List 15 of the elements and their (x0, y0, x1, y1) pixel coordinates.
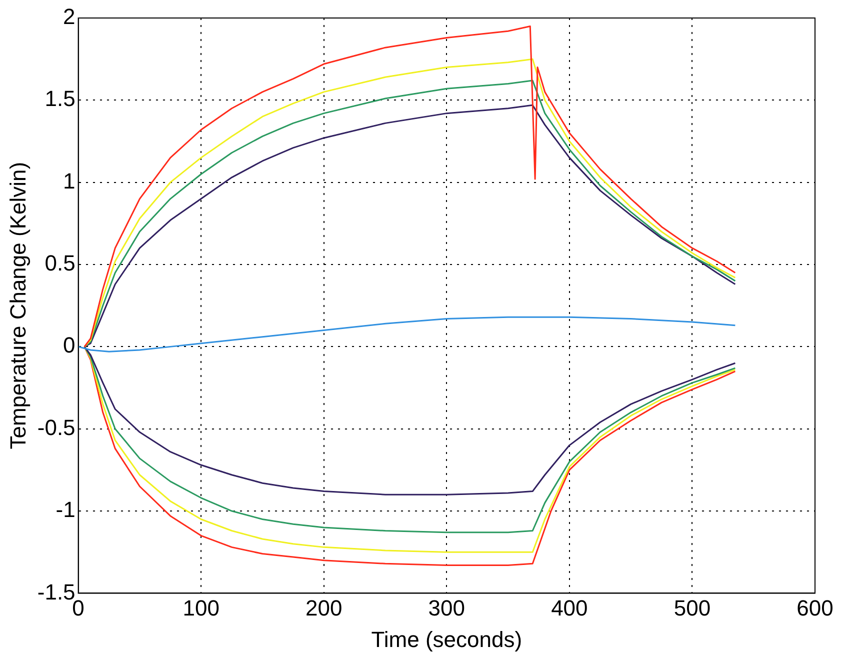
x-tick-label: 600 (796, 595, 834, 620)
y-tick-label: -1 (56, 497, 76, 522)
x-tick-label: 300 (428, 595, 466, 620)
y-tick-label: 1 (63, 168, 76, 194)
x-tick-label: 400 (551, 595, 588, 620)
y-tick-label: 2 (63, 4, 76, 30)
y-tick-label: 0.5 (44, 250, 76, 276)
x-tick-label: 200 (306, 595, 342, 620)
y-tick-label: 0 (63, 332, 76, 358)
y-axis-title: Temperature Change (Kelvin) (5, 162, 30, 450)
y-tick-label: 1.5 (44, 86, 76, 112)
x-tick-label: 500 (674, 595, 711, 620)
x-tick-label: 100 (182, 595, 220, 620)
x-axis-title: Time (seconds) (371, 626, 522, 652)
y-tick-label: -0.5 (37, 414, 76, 440)
